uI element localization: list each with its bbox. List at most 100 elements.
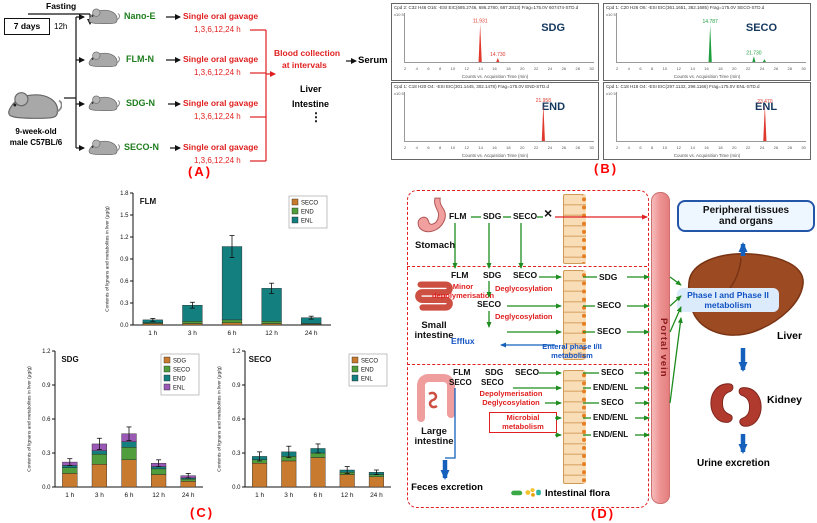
timepoints-label: 1,3,6,12,24 h [194, 112, 241, 121]
svg-text:12 h: 12 h [152, 492, 165, 499]
si-flm-label: FLM [451, 270, 469, 280]
svg-text:SECO: SECO [301, 201, 318, 207]
deglycosylation-label-2: Deglycosylation [495, 312, 553, 321]
chromatogram-plot: 11.931 14.730 [404, 13, 594, 63]
gi-tract-boundary [407, 190, 649, 508]
large-intestine-label-1: Large [421, 426, 447, 437]
ellipsis-label: ⋮ [310, 110, 322, 124]
flm-liver-chart: 0.0 0.3 0.6 0.9 1.2 1.5 1.8 Contents of lignans… [100, 188, 335, 340]
enteral-metabolism-label: Enteral phase I/II metabolism [542, 342, 602, 360]
urine-excretion-label: Urine excretion [697, 458, 770, 469]
svg-text:1.2: 1.2 [120, 235, 129, 241]
si-li-divider [407, 364, 647, 365]
svg-text:END: END [361, 368, 374, 374]
svg-text:SDG: SDG [173, 359, 186, 365]
kidney-icon [707, 376, 765, 434]
feces-excretion-label: Feces excretion [411, 482, 483, 493]
li-seco-label-3: SECO [481, 378, 504, 387]
svg-text:0.9: 0.9 [232, 383, 241, 389]
li-flm-label: FLM [453, 367, 471, 377]
li-seco-label-2: SECO [449, 378, 472, 387]
panel-c-tag: (C) [190, 505, 215, 520]
stomach-sdg-label: SDG [483, 211, 502, 221]
li-right-0: SECO [601, 368, 624, 377]
panel-a-experimental-design: Fasting 7 days 12h 9-week-old male C57BL… [0, 0, 390, 185]
svg-text:END: END [173, 377, 186, 383]
panel-b-tag: (B) [594, 161, 619, 176]
svg-text:END: END [301, 210, 314, 216]
chromatogram-header: Cpd 2: C32 H46 O16: -ESI EIC(685.2746, 6… [394, 5, 579, 10]
large-intestine-icon [411, 372, 459, 424]
svg-text:0.0: 0.0 [232, 485, 241, 491]
liver-label: Liver [777, 330, 803, 342]
svg-text:11.931: 11.931 [473, 18, 488, 24]
svg-text:1.8: 1.8 [120, 191, 129, 197]
timepoints-label: 1,3,6,12,24 h [194, 68, 241, 77]
twelve-h-label: 12h [54, 22, 68, 31]
svg-text:14.787: 14.787 [703, 19, 719, 25]
group-label-sdg-n: SDG-N [126, 98, 155, 108]
gavage-label: Single oral gavage [183, 142, 259, 152]
compound-name-label: SDG [541, 22, 566, 35]
svg-text:0.6: 0.6 [42, 417, 51, 423]
stomach-label: Stomach [415, 240, 456, 251]
compound-name-label: SECO [745, 22, 778, 35]
microbial-metabolism-box: Microbial metabolism [489, 412, 557, 434]
svg-text:1 h: 1 h [255, 492, 264, 499]
seven-days-box: 7 days [4, 18, 50, 35]
chromatogram-enl: Cpd 1: C18 H18 O4: -ESI EIC(297.1132, 29… [603, 82, 811, 160]
panel-a-tag: (A) [188, 164, 213, 179]
svg-text:1 h: 1 h [148, 330, 157, 337]
si-seco-label: SECO [513, 270, 538, 280]
svg-text:Contents of lignans and metabo: Contents of lignans and metabolites in l… [105, 206, 111, 312]
svg-text:SECO: SECO [361, 359, 378, 365]
small-intestine-icon [413, 278, 455, 316]
stomach-seco-label: SECO [513, 211, 538, 221]
gavage-label: Single oral gavage [183, 11, 259, 21]
svg-text:0.0: 0.0 [42, 485, 51, 491]
svg-text:0.3: 0.3 [232, 451, 241, 457]
portal-vein-bar: Portal vein [651, 192, 670, 504]
minor-depolymerisation-label: Minor depolymerisation [431, 282, 495, 300]
si-right-sdg: SDG [599, 272, 618, 282]
blood-collection-line2: at intervals [282, 60, 327, 70]
gavage-label: Single oral gavage [183, 54, 259, 64]
y-axis-unit: x10 5 [606, 12, 616, 17]
svg-text:ENL: ENL [301, 219, 313, 225]
x-axis-caption: Counts vs. Acquisition Time (min) [461, 74, 529, 79]
stomach-flm-label: FLM [449, 211, 467, 221]
svg-text:0.9: 0.9 [42, 383, 51, 389]
compound-name-label: END [541, 101, 566, 114]
liver-sample-label: Liver [300, 84, 322, 94]
intestinal-flora-label: Intestinal flora [545, 488, 610, 499]
large-intestine-label-2: intestine [414, 436, 454, 447]
chromatogram-header: Cpd 1: C20 H26 O6: -ESI EIC(361.1651, 36… [606, 5, 765, 10]
mouse-icon [86, 49, 120, 69]
x-axis-ticks: 2 4 6 8 10 12 14 16 18 20 22 24 26 28 30 [404, 66, 594, 71]
x-axis-caption: Counts vs. Acquisition Time (min) [673, 74, 741, 79]
svg-text:23.470: 23.470 [757, 99, 773, 105]
group-label-flm-n: FLM-N [126, 54, 154, 64]
no-absorption-x-mark: × [544, 205, 553, 221]
chromatogram-end: Cpd 1: C18 H20 O4: -ESI EIC(301.1445, 30… [391, 82, 599, 160]
svg-text:14.730: 14.730 [490, 52, 506, 58]
svg-text:1.5: 1.5 [120, 213, 129, 219]
svg-text:Contents of lignans and metabo: Contents of lignans and metabolites in l… [27, 366, 33, 472]
svg-text:0.6: 0.6 [120, 279, 129, 285]
svg-text:6 h: 6 h [313, 492, 322, 499]
group-label-nano-e: Nano-E [124, 11, 156, 21]
li-right-1: END/ENL [593, 383, 629, 392]
y-axis-unit: x10 5 [606, 91, 616, 96]
intestine-sample-label: Intestine [292, 99, 330, 109]
chromatogram-plot: 23.470 [616, 92, 806, 142]
svg-text:6 h: 6 h [124, 492, 133, 499]
svg-text:1.2: 1.2 [232, 349, 241, 355]
svg-text:0.3: 0.3 [42, 451, 51, 457]
y-axis-unit: x10 5 [394, 91, 404, 96]
group-label-seco-n: SECO-N [124, 142, 160, 152]
intestinal-flora-icons [509, 486, 543, 499]
x-axis-ticks: 2 4 6 8 10 12 14 16 18 20 22 24 26 28 30 [404, 145, 594, 150]
timepoints-label: 1,3,6,12,24 h [194, 25, 241, 34]
svg-text:ENL: ENL [361, 377, 373, 383]
svg-text:0.3: 0.3 [120, 301, 129, 307]
